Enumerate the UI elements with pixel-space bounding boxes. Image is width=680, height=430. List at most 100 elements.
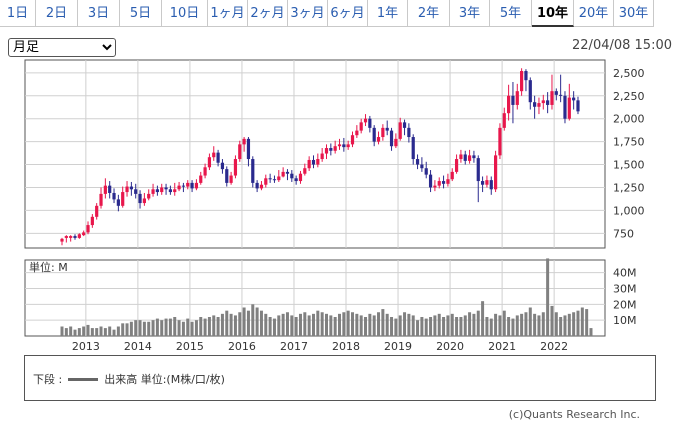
volume-bar [390, 317, 394, 336]
volume-bar [242, 307, 246, 336]
candle-body [398, 122, 402, 139]
volume-bar [177, 320, 181, 336]
candle-body [463, 154, 467, 161]
volume-bar [134, 320, 138, 336]
tab-15[interactable]: 30年 [614, 0, 654, 27]
volume-bar [424, 318, 428, 336]
tab-1[interactable]: 2日 [36, 0, 78, 27]
volume-bar [585, 309, 589, 336]
volume-bar [476, 310, 480, 336]
period-select-dropdown[interactable]: 月足 [9, 39, 115, 56]
volume-bar [338, 313, 342, 336]
candle-body [546, 100, 550, 105]
volume-bar [394, 318, 398, 336]
tab-13[interactable]: 10年 [532, 0, 574, 27]
volume-bar [112, 329, 116, 336]
volume-bar [446, 315, 450, 336]
volume-bar [155, 318, 159, 336]
x-tick-label: 2021 [488, 340, 516, 350]
candle-body [77, 234, 81, 238]
volume-bar [238, 312, 242, 336]
volume-bar [368, 313, 372, 336]
tab-7[interactable]: 3ヶ月 [288, 0, 328, 27]
tab-8[interactable]: 6ヶ月 [328, 0, 368, 27]
volume-bar [298, 313, 302, 336]
candle-body [316, 159, 320, 165]
tab-10[interactable]: 2年 [408, 0, 450, 27]
volume-bar [255, 307, 259, 336]
candle-body [212, 152, 216, 158]
volume-bar [589, 328, 593, 336]
volume-bar [229, 313, 233, 336]
candle-body [389, 130, 394, 147]
candle-body [576, 100, 580, 112]
volume-bar [86, 324, 90, 336]
candle-body [116, 199, 120, 206]
volume-bar [398, 315, 402, 336]
tab-5[interactable]: 1ヶ月 [208, 0, 248, 27]
copyright: (c)Quants Research Inc. [508, 408, 640, 421]
candle-body [472, 155, 476, 159]
candle-body [82, 232, 86, 236]
candle-body [441, 181, 446, 184]
volume-bar [307, 315, 311, 336]
volume-bar [99, 326, 103, 336]
candle-body [277, 176, 281, 181]
candle-body [420, 164, 424, 169]
candle-body [281, 171, 285, 177]
tab-3[interactable]: 5日 [120, 0, 162, 27]
x-tick-label: 2022 [540, 340, 568, 350]
volume-bar [437, 313, 441, 336]
volume-bar [485, 317, 489, 336]
volume-bar [199, 317, 203, 336]
candle-body [350, 135, 355, 145]
candle-body [459, 154, 463, 160]
volume-bar [455, 317, 459, 336]
tab-12[interactable]: 5年 [490, 0, 532, 27]
candle-body [147, 193, 151, 199]
tab-6[interactable]: 2ヶ月 [248, 0, 288, 27]
volume-bar [121, 323, 125, 336]
tab-9[interactable]: 1年 [368, 0, 408, 27]
volume-bar [311, 313, 315, 336]
price-tick-label: 2,000 [613, 113, 645, 126]
candle-body [164, 187, 168, 190]
candle-body [368, 118, 372, 128]
volume-bar [316, 310, 320, 336]
volume-bar [303, 312, 307, 336]
candle-body [285, 171, 290, 174]
volume-bar [407, 313, 411, 336]
candle-body [181, 185, 186, 187]
volume-bar [90, 328, 94, 336]
volume-bar [520, 313, 524, 336]
volume-bar [580, 307, 584, 336]
price-tick-label: 1,000 [613, 204, 645, 217]
candle-body [298, 173, 303, 182]
volume-bar [73, 329, 77, 336]
tab-0[interactable]: 1日 [0, 0, 36, 27]
volume-bar [168, 318, 172, 336]
volume-bar [502, 310, 506, 336]
volume-bar [559, 317, 563, 336]
volume-bar [125, 323, 129, 336]
period-select[interactable]: 月足 [8, 38, 116, 57]
volume-bar [550, 305, 554, 336]
volume-bar [420, 317, 424, 336]
candle-body [528, 80, 532, 103]
candle-body [511, 95, 515, 105]
volume-bar [346, 310, 350, 336]
volume-bar [442, 317, 446, 336]
volume-bar [173, 317, 177, 336]
volume-bar [116, 326, 120, 336]
x-tick-label: 2020 [436, 340, 464, 350]
volume-bar [164, 318, 168, 336]
tab-4[interactable]: 10日 [162, 0, 208, 27]
candle-body [372, 127, 376, 142]
volume-bar [429, 317, 433, 336]
tab-2[interactable]: 3日 [78, 0, 120, 27]
volume-bar [294, 317, 298, 336]
candle-body [246, 138, 251, 160]
tab-11[interactable]: 3年 [450, 0, 490, 27]
tab-14[interactable]: 20年 [574, 0, 614, 27]
volume-bar [160, 320, 164, 336]
